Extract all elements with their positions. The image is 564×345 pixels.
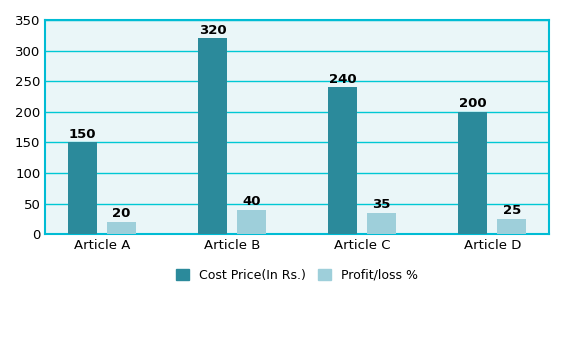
- Bar: [459, 112, 487, 234]
- Text: 150: 150: [69, 128, 96, 141]
- Text: 35: 35: [372, 198, 391, 211]
- Bar: [237, 210, 266, 234]
- Bar: [497, 219, 526, 234]
- Text: 240: 240: [329, 72, 356, 86]
- Text: 320: 320: [199, 23, 226, 37]
- Text: 200: 200: [459, 97, 487, 110]
- Text: 20: 20: [112, 207, 131, 220]
- Bar: [198, 38, 227, 234]
- Bar: [328, 87, 357, 234]
- Text: 40: 40: [243, 195, 261, 208]
- Legend: Cost Price(In Rs.), Profit/loss %: Cost Price(In Rs.), Profit/loss %: [170, 263, 424, 288]
- Text: 25: 25: [503, 204, 521, 217]
- Bar: [107, 222, 136, 234]
- Bar: [68, 142, 97, 234]
- Bar: [367, 213, 396, 234]
